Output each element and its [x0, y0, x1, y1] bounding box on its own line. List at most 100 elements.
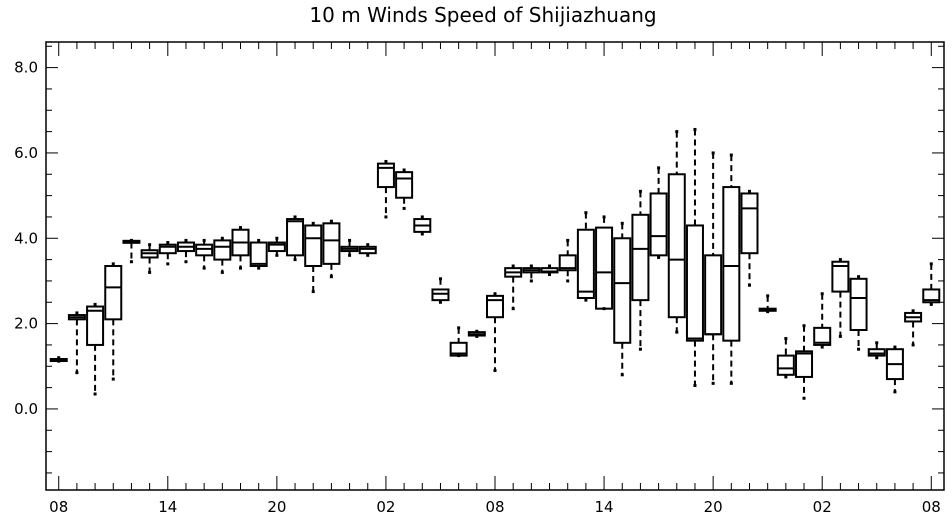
box-item: [122, 238, 141, 264]
iqr-box: [595, 226, 614, 310]
iqr-box: [286, 218, 305, 257]
box-item: [104, 262, 123, 381]
x-tick-label: 20: [704, 498, 723, 516]
box-item: [522, 264, 541, 283]
box-item: [140, 243, 159, 274]
iqr-box: [86, 305, 105, 346]
iqr-box: [740, 192, 759, 255]
iqr-box: [685, 224, 704, 342]
y-tick-label: 8.0: [14, 59, 38, 77]
y-tick-label: 6.0: [14, 144, 38, 162]
box-item: [486, 292, 504, 373]
iqr-box: [395, 171, 414, 199]
iqr-box: [322, 222, 341, 265]
iqr-box: [722, 186, 741, 342]
iqr-box: [249, 241, 268, 268]
iqr-box: [631, 213, 650, 302]
box-item: [49, 356, 68, 363]
box-item: [813, 292, 832, 349]
box-item: [449, 326, 468, 358]
box-item: [376, 159, 395, 219]
box-item: [867, 341, 886, 360]
iqr-box: [304, 224, 323, 267]
iqr-box: [213, 239, 232, 261]
box-item: [704, 151, 723, 385]
iqr-box: [813, 326, 832, 346]
y-tick-label: 2.0: [14, 315, 38, 333]
boxes: [49, 127, 941, 400]
box-item: [795, 324, 814, 400]
iqr-box: [576, 228, 595, 300]
x-tick-label: 02: [813, 498, 832, 516]
box-item: [595, 215, 614, 311]
iqr-box: [649, 192, 668, 257]
box-item: [213, 236, 232, 274]
box-item: [540, 264, 559, 277]
iqr-box: [267, 241, 286, 253]
iqr-box: [104, 265, 123, 321]
iqr-box: [613, 237, 632, 344]
box-item: [558, 238, 577, 283]
iqr-box: [867, 348, 886, 357]
box-item: [613, 221, 632, 377]
x-tick-label: 08: [49, 498, 68, 516]
box-item: [304, 221, 323, 294]
x-tick-label: 20: [267, 498, 286, 516]
box-item: [776, 337, 795, 379]
box-item: [667, 130, 686, 334]
iqr-box: [831, 260, 850, 293]
box-item: [576, 211, 595, 302]
box-item: [649, 166, 668, 259]
iqr-box: [158, 243, 177, 255]
iqr-box: [431, 288, 450, 302]
box-item: [922, 262, 941, 306]
box-item: [413, 215, 432, 236]
box-item: [885, 345, 904, 394]
box-item: [685, 127, 704, 387]
box-item: [86, 302, 105, 396]
iqr-box: [358, 245, 377, 255]
x-tick-label: 14: [158, 498, 177, 516]
iqr-box: [849, 277, 868, 331]
x-tick-label: 08: [485, 498, 504, 516]
box-item: [722, 153, 741, 385]
x-tick-label: 08: [922, 498, 941, 516]
y-tick-label: 0.0: [14, 400, 38, 418]
iqr-box: [195, 243, 214, 257]
chart-title: 10 m Winds Speed of Shijiazhuang: [309, 3, 656, 27]
box-item: [904, 309, 923, 347]
iqr-box: [486, 294, 504, 319]
box-item: [358, 243, 377, 257]
box-item: [231, 226, 250, 270]
box-item: [831, 258, 850, 338]
box-item: [249, 238, 268, 270]
plot-frame: [45, 41, 945, 491]
x-tick-label: 02: [376, 498, 395, 516]
axes: 0.0 2.0 4.0 6.0 8.0 08 14 20 02 08 14 20 02 08: [14, 42, 944, 516]
box-item: [395, 168, 414, 210]
iqr-box: [795, 350, 814, 378]
box-item: [740, 189, 759, 287]
box-item: [631, 189, 650, 351]
box-item: [267, 236, 286, 257]
iqr-box: [922, 288, 941, 304]
box-item: [849, 275, 868, 351]
iqr-box: [776, 354, 795, 376]
box-item: [67, 311, 86, 375]
iqr-box: [376, 162, 395, 189]
box-item: [467, 329, 486, 338]
iqr-box: [449, 341, 468, 357]
box-item: [176, 238, 195, 264]
x-tick-label: 14: [595, 498, 614, 516]
box-item: [322, 219, 341, 279]
box-item: [758, 294, 777, 314]
box-item: [431, 277, 450, 304]
iqr-box: [558, 254, 577, 272]
iqr-box: [704, 254, 723, 336]
box-item: [195, 238, 214, 270]
y-tick-label: 4.0: [14, 229, 38, 247]
iqr-box: [667, 173, 686, 319]
box-item: [340, 238, 359, 257]
box-item: [286, 215, 305, 262]
